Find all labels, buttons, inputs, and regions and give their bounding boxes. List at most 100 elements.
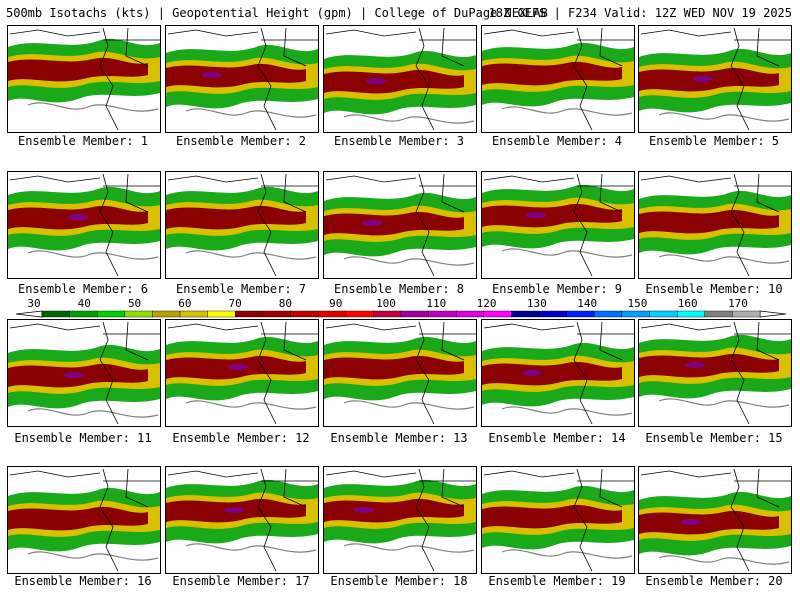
- member-map-panel: [638, 466, 792, 574]
- jet-stream-map: [8, 321, 160, 425]
- member-label: Ensemble Member: 20: [645, 574, 783, 588]
- colorbar-swatch: [538, 310, 567, 318]
- colorbar-swatch: [207, 310, 236, 318]
- member-map-panel: [481, 171, 635, 279]
- member-map-panel: [481, 25, 635, 133]
- member-map-panel: [638, 319, 792, 427]
- colorbar-swatch: [345, 310, 374, 318]
- member-label: Ensemble Member: 12: [172, 431, 310, 445]
- jet-stream-map: [8, 173, 160, 277]
- jet-stream-map: [324, 27, 476, 131]
- member-map-panel: [165, 171, 319, 279]
- colorbar-tick-label: 80: [279, 297, 292, 310]
- jet-stream-map: [639, 468, 791, 572]
- member-label: Ensemble Member: 1: [17, 134, 149, 148]
- member-map-panel: [323, 25, 477, 133]
- jet-stream-map: [482, 173, 634, 277]
- jet-stream-map: [639, 173, 791, 277]
- model-run-title: 18Z GEFS | F234 Valid: 12Z WED NOV 19 20…: [488, 6, 792, 20]
- jet-stream-map: [639, 27, 791, 131]
- colorbar-tick-label: 30: [27, 297, 40, 310]
- colorbar-tick-label: 50: [128, 297, 141, 310]
- member-label: Ensemble Member: 4: [491, 134, 623, 148]
- jet-stream-map: [166, 468, 318, 572]
- colorbar-tick-label: 60: [178, 297, 191, 310]
- jet-stream-map: [8, 468, 160, 572]
- colorbar-swatch: [152, 310, 181, 318]
- colorbar-swatch: [621, 310, 650, 318]
- jet-stream-map: [639, 321, 791, 425]
- page-title: 500mb Isotachs (kts) | Geopotential Heig…: [6, 6, 548, 20]
- colorbar-swatch: [594, 310, 623, 318]
- colorbar-arrow-right: [759, 310, 787, 318]
- colorbar-tick-label: 160: [678, 297, 698, 310]
- member-label: Ensemble Member: 8: [333, 282, 465, 296]
- colorbar-swatch: [428, 310, 457, 318]
- colorbar-swatch: [124, 310, 153, 318]
- colorbar-swatch: [262, 310, 291, 318]
- jet-stream-map: [324, 321, 476, 425]
- member-map-panel: [481, 466, 635, 574]
- colorbar-tick-label: 100: [376, 297, 396, 310]
- colorbar-tick-label: 40: [78, 297, 91, 310]
- colorbar-swatch: [69, 310, 98, 318]
- colorbar-swatch: [400, 310, 429, 318]
- colorbar-swatch: [483, 310, 512, 318]
- jet-stream-map: [324, 468, 476, 572]
- member-label: Ensemble Member: 13: [330, 431, 468, 445]
- colorbar-tick-label: 70: [229, 297, 242, 310]
- colorbar-swatch: [566, 310, 595, 318]
- colorbar-swatch: [511, 310, 540, 318]
- member-label: Ensemble Member: 3: [333, 134, 465, 148]
- member-map-panel: [323, 171, 477, 279]
- colorbar-swatch: [704, 310, 733, 318]
- member-label: Ensemble Member: 6: [17, 282, 149, 296]
- member-map-panel: [7, 171, 161, 279]
- member-label: Ensemble Member: 17: [172, 574, 310, 588]
- member-label: Ensemble Member: 19: [488, 574, 626, 588]
- jet-stream-map: [8, 27, 160, 131]
- colorbar-tick-label: 140: [577, 297, 597, 310]
- colorbar-swatch: [235, 310, 264, 318]
- jet-stream-map: [482, 27, 634, 131]
- member-map-panel: [7, 319, 161, 427]
- member-label: Ensemble Member: 16: [14, 574, 152, 588]
- member-label: Ensemble Member: 7: [175, 282, 307, 296]
- colorbar-swatch: [732, 310, 761, 318]
- colorbar-tick-label: 90: [329, 297, 342, 310]
- colorbar-swatch: [97, 310, 126, 318]
- colorbar-tick-label: 130: [527, 297, 547, 310]
- colorbar-tick-label: 120: [477, 297, 497, 310]
- colorbar-tick-label: 150: [627, 297, 647, 310]
- member-label: Ensemble Member: 2: [175, 134, 307, 148]
- colorbar-swatch: [456, 310, 485, 318]
- member-label: Ensemble Member: 5: [648, 134, 780, 148]
- member-label: Ensemble Member: 9: [491, 282, 623, 296]
- jet-stream-map: [324, 173, 476, 277]
- speed-colorbar: 30 40 50 60 70 80 90 100 110 120 130 140 150 160 170: [15, 297, 787, 318]
- member-map-panel: [638, 171, 792, 279]
- colorbar-swatch: [676, 310, 705, 318]
- member-label: Ensemble Member: 18: [330, 574, 468, 588]
- colorbar-swatch: [290, 310, 319, 318]
- jet-stream-map: [166, 173, 318, 277]
- member-label: Ensemble Member: 14: [488, 431, 626, 445]
- member-map-panel: [323, 466, 477, 574]
- header: 500mb Isotachs (kts) | Geopotential Heig…: [6, 4, 794, 22]
- colorbar-tick-label: 170: [728, 297, 748, 310]
- colorbar-swatch: [373, 310, 402, 318]
- colorbar-swatch: [179, 310, 208, 318]
- jet-stream-map: [166, 27, 318, 131]
- colorbar-tick-label: 110: [426, 297, 446, 310]
- colorbar-swatch: [649, 310, 678, 318]
- member-label: Ensemble Member: 15: [645, 431, 783, 445]
- member-map-panel: [323, 319, 477, 427]
- member-label: Ensemble Member: 10: [645, 282, 783, 296]
- member-map-panel: [638, 25, 792, 133]
- jet-stream-map: [482, 321, 634, 425]
- colorbar-swatch: [317, 310, 346, 318]
- jet-stream-map: [166, 321, 318, 425]
- member-map-panel: [165, 466, 319, 574]
- member-map-panel: [481, 319, 635, 427]
- jet-stream-map: [482, 468, 634, 572]
